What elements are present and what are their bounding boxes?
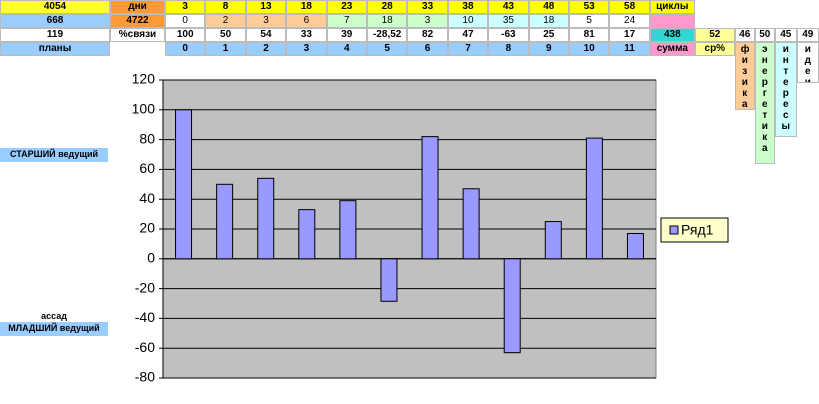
bar [626,232,644,260]
cell: 50 [205,28,246,42]
cell: 668 [0,14,110,28]
cell: 438 [649,28,695,42]
cell: 47 [447,28,489,42]
cell: сумма [649,42,695,56]
cell: 13 [245,0,287,14]
y-tick-label: -60 [135,339,155,355]
row-label: МЛАДШИЙ ведущий [0,322,108,336]
vertical-label: идеи [796,42,819,83]
cell: 3 [245,14,287,28]
cell: 33 [407,0,448,14]
cell: 18 [367,14,408,28]
cell: 4 [326,42,367,56]
vertical-label: энергетика [754,42,775,164]
vertical-label: интересы [774,42,797,137]
y-tick-label: 0 [147,250,155,266]
cell: циклы [649,0,695,14]
cell: 17 [609,28,650,42]
cell: 25 [528,28,569,42]
cell: 18 [286,0,327,14]
cell: 54 [245,28,287,42]
cell: 39 [326,28,367,42]
y-tick-label: 120 [132,71,156,87]
cell: 7 [447,42,489,56]
cell: 10 [447,14,489,28]
bar [421,136,439,260]
bar [257,177,275,260]
cell: 35 [488,14,529,28]
cell: -63 [488,28,529,42]
cell: 8 [205,0,246,14]
legend-swatch [669,225,679,235]
cell: 45 [774,28,797,42]
y-tick-label: -40 [135,309,155,325]
cell: 10 [569,42,610,56]
cell: 18 [528,14,569,28]
bar [462,188,480,260]
cell: 1 [205,42,246,56]
y-tick-label: 60 [139,160,155,176]
cell [649,14,695,28]
y-tick-label: -20 [135,279,155,295]
cell: 33 [286,28,327,42]
cell: планы [0,42,110,56]
cell: 3 [165,0,206,14]
bar [380,258,398,302]
cell: 28 [367,0,408,14]
y-tick-label: -80 [135,369,155,385]
y-tick-label: 20 [139,220,155,236]
bar [339,200,357,260]
row-label: ассад [41,311,67,321]
cell: ср% [694,42,735,56]
bar [175,109,193,260]
cell: 2 [245,42,287,56]
cell: 46 [734,28,755,42]
bar [503,258,521,354]
cell: 5 [367,42,408,56]
cell: 119 [0,28,110,42]
cell: 50 [754,28,775,42]
cell: 49 [796,28,819,42]
cell: 48 [528,0,569,14]
y-tick-label: 40 [139,190,155,206]
cell: -28,52 [367,28,408,42]
cell: 82 [407,28,448,42]
y-tick-label: 80 [139,130,155,146]
cell: 7 [326,14,367,28]
cell: 23 [326,0,367,14]
cell: 9 [528,42,569,56]
cell: 43 [488,0,529,14]
cell: 2 [205,14,246,28]
bar [585,137,603,260]
cell: 4054 [0,0,110,14]
cell: 100 [165,28,206,42]
cell: 58 [609,0,650,14]
cell: 6 [407,42,448,56]
legend-label: Ряд1 [681,222,714,238]
cell: 4722 [110,14,165,28]
cell: 52 [694,28,735,42]
cell: 3 [286,42,327,56]
bar [298,209,316,260]
cell: 81 [569,28,610,42]
cell: 3 [407,14,448,28]
cell: 0 [165,42,206,56]
cell: 38 [447,0,489,14]
cell: 24 [609,14,650,28]
bar [216,183,234,260]
row-label: СТАРШИЙ ведущий [0,148,108,162]
y-tick-label: 100 [132,101,156,117]
cell: 8 [488,42,529,56]
cell: %связи [110,28,165,42]
vertical-label: физика [734,42,755,110]
cell: 53 [569,0,610,14]
cell: дни [110,0,165,14]
cell: 5 [569,14,610,28]
cell: 6 [286,14,327,28]
cell: 11 [609,42,650,56]
cell: 0 [165,14,206,28]
bar [544,221,562,260]
